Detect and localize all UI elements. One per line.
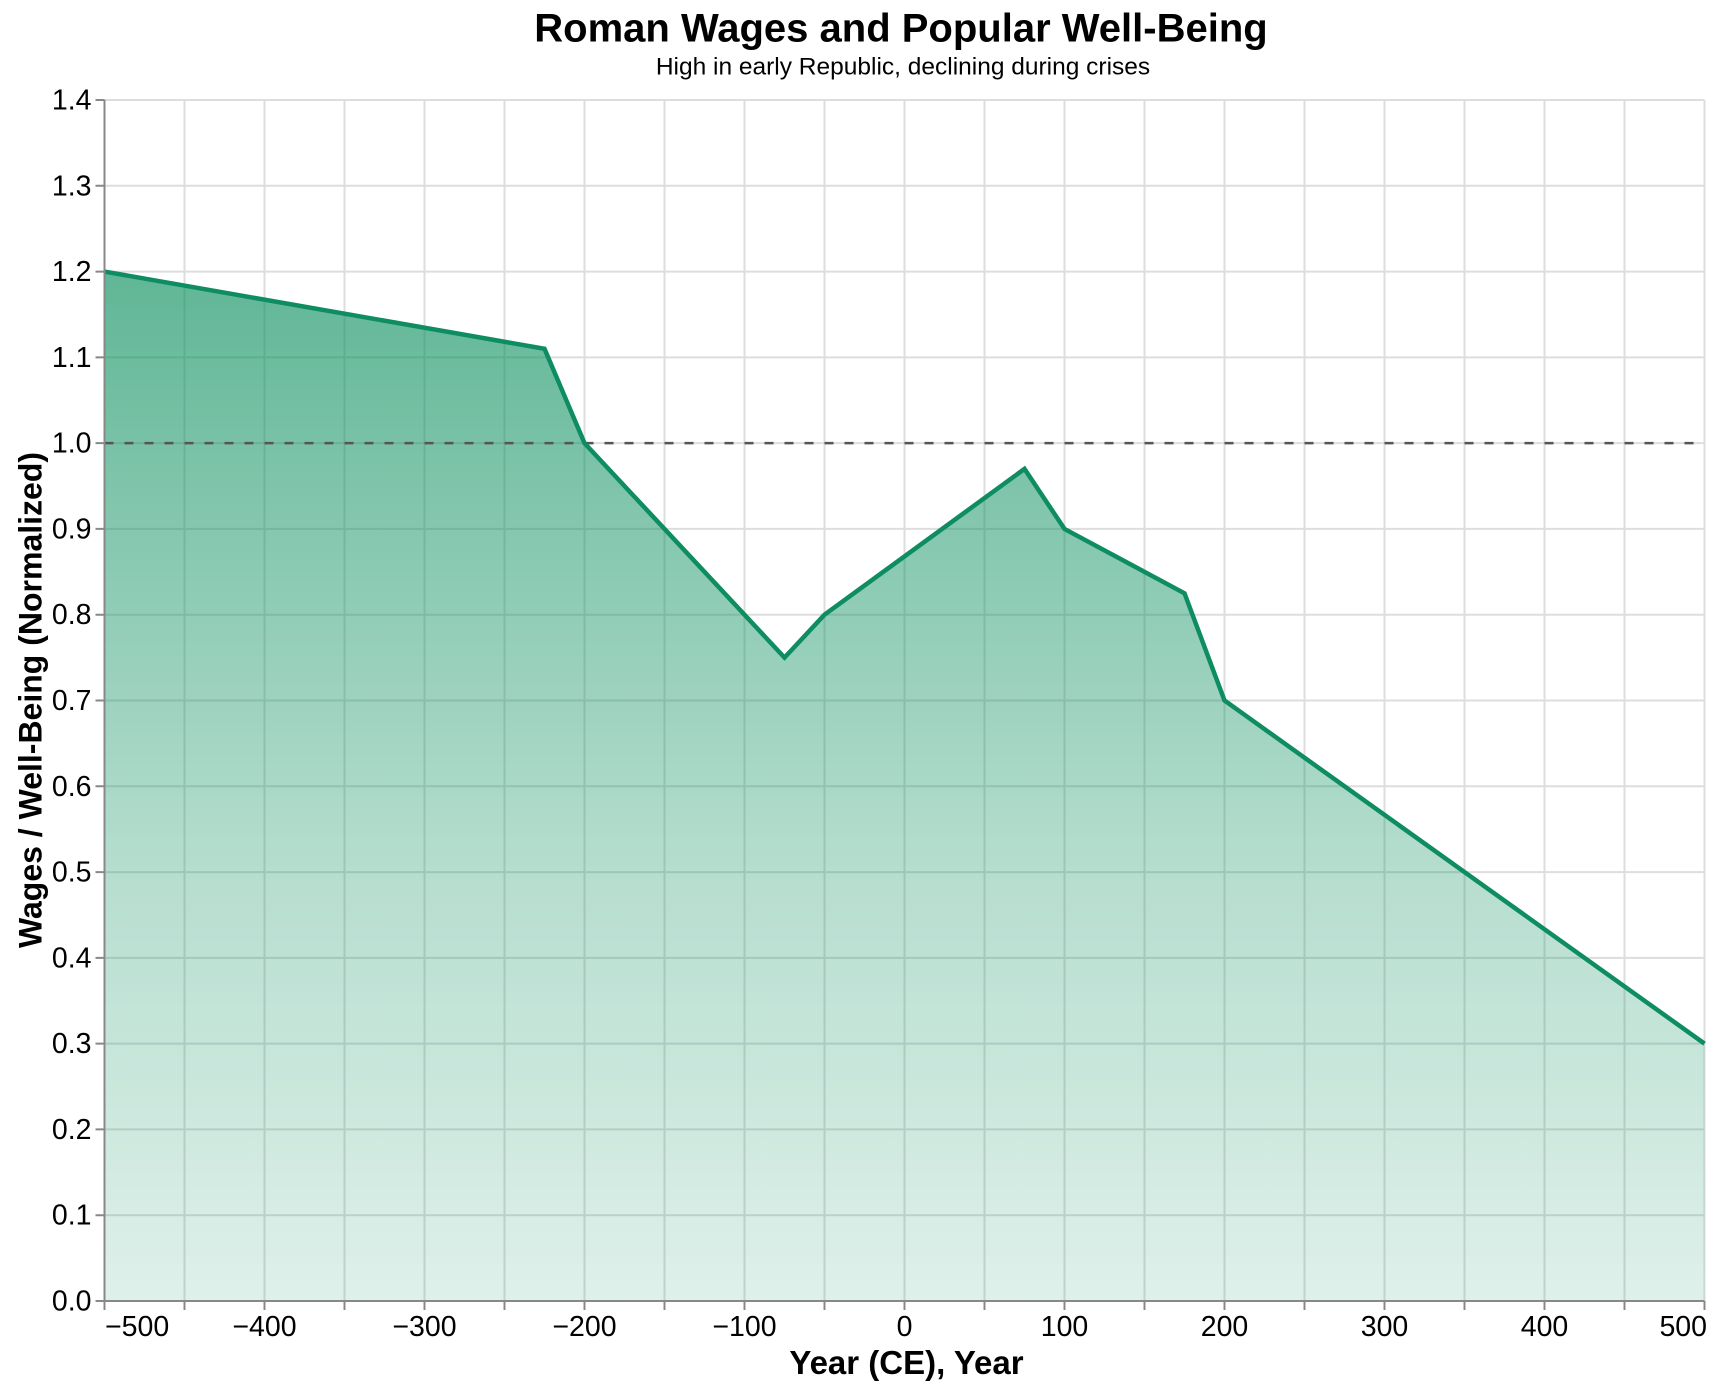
svg-text:400: 400 [1521,1311,1569,1343]
svg-text:0.0: 0.0 [52,1286,92,1318]
svg-text:−300: −300 [392,1311,456,1343]
svg-text:0.8: 0.8 [52,599,92,631]
svg-text:200: 200 [1201,1311,1249,1343]
svg-text:0.7: 0.7 [52,685,92,717]
svg-text:1.2: 1.2 [52,256,92,288]
svg-text:0.2: 0.2 [52,1114,92,1146]
svg-text:Roman Wages and Popular Well-B: Roman Wages and Popular Well-Being [534,7,1267,51]
svg-text:0.9: 0.9 [52,513,92,545]
svg-text:−200: −200 [552,1311,616,1343]
svg-text:0.1: 0.1 [52,1200,92,1232]
svg-text:0.5: 0.5 [52,857,92,889]
svg-text:0.4: 0.4 [52,942,92,974]
svg-text:0.3: 0.3 [52,1028,92,1060]
svg-text:500: 500 [1659,1311,1707,1343]
svg-text:300: 300 [1361,1311,1409,1343]
svg-text:100: 100 [1041,1311,1089,1343]
svg-text:High in early Republic, declin: High in early Republic, declining during… [656,53,1150,80]
svg-text:1.1: 1.1 [52,342,92,374]
svg-text:Year (CE), Year: Year (CE), Year [789,1344,1023,1381]
svg-text:0.6: 0.6 [52,771,92,803]
svg-text:1.0: 1.0 [52,428,92,460]
svg-text:Wages / Well-Being (Normalized: Wages / Well-Being (Normalized) [13,452,49,948]
svg-text:−500: −500 [105,1311,169,1343]
svg-text:1.4: 1.4 [52,85,92,117]
svg-text:0: 0 [897,1311,913,1343]
svg-text:1.3: 1.3 [52,170,92,202]
svg-text:−400: −400 [232,1311,296,1343]
svg-text:−100: −100 [712,1311,776,1343]
